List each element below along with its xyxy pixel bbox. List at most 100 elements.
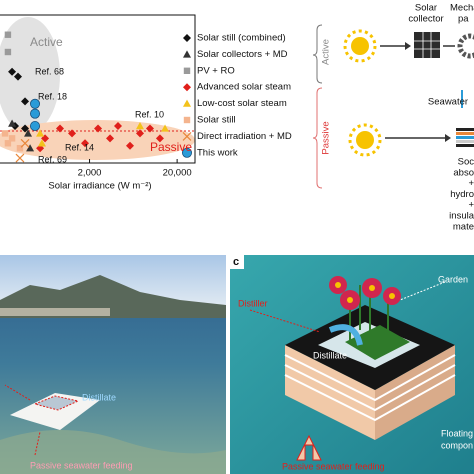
stack-label: mate xyxy=(453,221,474,232)
data-point xyxy=(30,98,41,109)
reference-label: Ref. 18 xyxy=(38,91,67,101)
data-point xyxy=(81,139,90,148)
legend-marker xyxy=(181,147,192,158)
active-label: Active xyxy=(321,39,332,65)
data-point xyxy=(126,141,135,150)
data-point xyxy=(4,48,12,56)
legend-marker xyxy=(183,67,191,74)
stack-label: abso xyxy=(453,167,474,178)
legend-marker xyxy=(183,116,191,124)
active-region xyxy=(0,17,60,133)
diagram-label: Seawater xyxy=(428,97,468,108)
data-point xyxy=(21,124,30,133)
data-point xyxy=(37,139,46,147)
data-point xyxy=(4,31,12,38)
stack-label: + xyxy=(468,178,474,189)
illustration-label: compon xyxy=(441,440,473,450)
legend-label: Low-cost solar steam xyxy=(197,98,287,109)
photo: Distillate Passive seawater feeding xyxy=(0,255,226,474)
legend-marker xyxy=(183,83,191,92)
data-point xyxy=(30,121,41,132)
legend-marker xyxy=(183,50,191,58)
legend-marker xyxy=(183,34,191,42)
illustration-label: Distiller xyxy=(238,298,268,308)
illustration-label: Floating xyxy=(441,428,473,438)
data-point xyxy=(94,124,103,133)
stack-label: Soc xyxy=(458,157,474,168)
flowers xyxy=(329,276,401,340)
region-label: Passive xyxy=(150,140,192,154)
data-point xyxy=(8,67,17,76)
illustration-label: Garden xyxy=(438,274,468,284)
data-point xyxy=(4,140,12,147)
data-point xyxy=(36,129,45,137)
data-point xyxy=(145,124,154,133)
x-axis-title: Solar irradiance (W m⁻²) xyxy=(48,181,151,192)
data-point xyxy=(26,144,35,152)
legend-label: Solar still (combined) xyxy=(197,33,286,44)
data-point xyxy=(8,135,16,142)
data-point xyxy=(106,134,115,143)
data-point xyxy=(155,134,164,143)
data-point xyxy=(30,108,41,119)
legend-label: This work xyxy=(197,147,238,158)
brace xyxy=(312,24,323,84)
data-point xyxy=(114,122,123,130)
stack-label: insula xyxy=(449,211,474,222)
brace xyxy=(312,87,323,189)
data-point xyxy=(8,119,17,127)
x-tick-label: 20,000 xyxy=(163,168,192,179)
data-point xyxy=(68,129,77,138)
diagram-label: Mecha xyxy=(450,3,474,14)
stack-label: + xyxy=(468,200,474,211)
panel-label: c xyxy=(233,256,239,268)
legend-marker xyxy=(183,99,191,107)
legend-label: Advanced solar steam xyxy=(197,82,291,93)
gear-icon xyxy=(457,33,474,59)
legend-label: PV + RO xyxy=(197,65,235,76)
legend-label: Direct irradiation + MD xyxy=(197,131,292,142)
data-point xyxy=(135,122,144,130)
data-point xyxy=(161,124,170,132)
diagram-label: collector xyxy=(408,14,443,25)
diagram-label: pa xyxy=(458,14,469,25)
diagram: Active Passive Solar collector Mecha pa … xyxy=(312,3,474,233)
passive-label: Passive xyxy=(321,121,332,154)
data-point xyxy=(20,138,30,148)
solar-panel-icon xyxy=(414,32,440,58)
x-tick-label: 2,000 xyxy=(78,168,102,179)
reference-label: Ref. 14 xyxy=(65,142,94,152)
reference-label: Ref. 10 xyxy=(135,109,164,119)
reference-label: Ref. 69 xyxy=(38,154,67,164)
data-point xyxy=(16,145,24,152)
data-point xyxy=(24,129,33,137)
legend-marker xyxy=(182,131,192,141)
reference-label: Ref. 68 xyxy=(35,66,64,76)
photo-label: Passive seawater feeding xyxy=(30,460,133,470)
illustration-label: Passive seawater feeding xyxy=(282,461,385,471)
layer-stack-icon xyxy=(456,128,474,147)
data-point xyxy=(15,153,25,163)
photo-label: Distillate xyxy=(82,392,116,402)
illustration: c Distiller Garden Distillate Floating c… xyxy=(230,255,474,474)
data-point xyxy=(1,130,9,137)
data-point xyxy=(55,124,64,133)
region-label: Active xyxy=(30,35,63,49)
legend-label: Solar still xyxy=(197,115,236,126)
chart: 2,000 20,000 Solar still (combined) Solar c… xyxy=(0,14,292,179)
plot-frame xyxy=(0,14,196,164)
data-point xyxy=(135,129,144,138)
data-point xyxy=(14,72,23,81)
arrow-head xyxy=(405,42,411,50)
passive-region xyxy=(0,120,195,160)
stack-label: hydro xyxy=(450,189,474,200)
sun-icon xyxy=(343,29,377,63)
arrow-head xyxy=(445,134,451,142)
sun-icon xyxy=(348,123,382,157)
illustration-label: Distillate xyxy=(313,350,347,360)
diagram-label: Solar xyxy=(415,3,437,14)
legend-label: Solar collectors + MD xyxy=(197,49,288,60)
data-point xyxy=(21,97,30,106)
